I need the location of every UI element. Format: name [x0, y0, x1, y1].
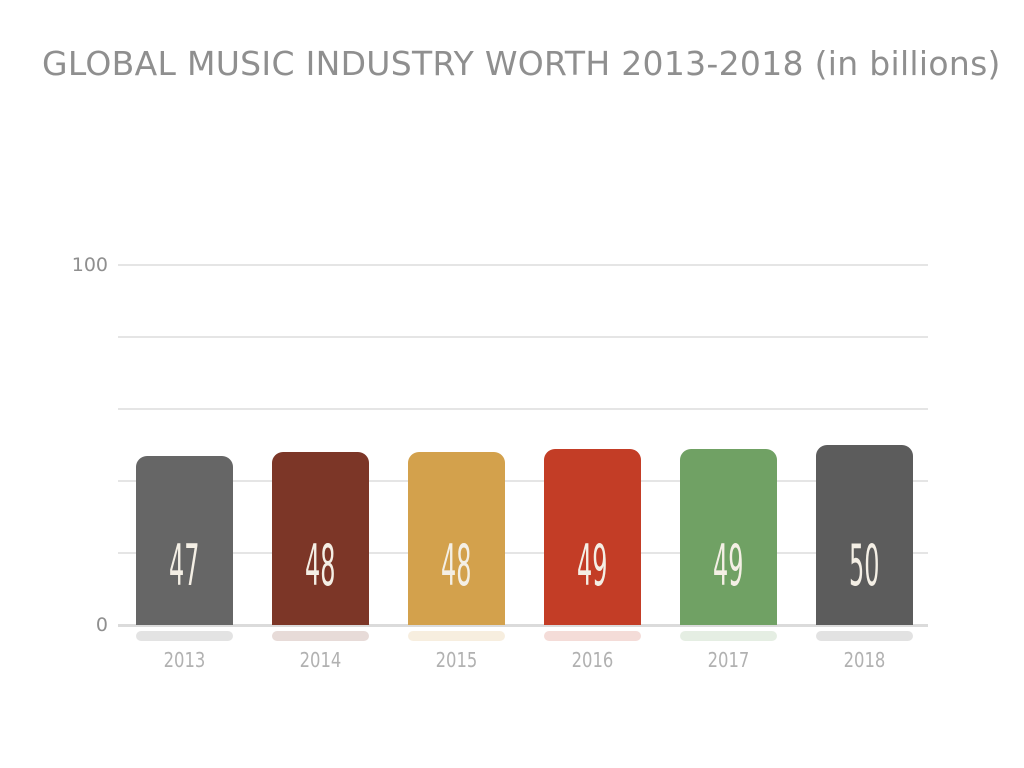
bar-reflection-2018 — [816, 631, 913, 641]
bar-2013[interactable] — [136, 455, 233, 625]
bar-reflection-2016 — [544, 631, 641, 641]
gridline-80 — [118, 336, 928, 338]
x-axis-label-2018: 2018 — [843, 648, 886, 672]
bar-reflection-2013 — [136, 631, 233, 641]
gridline-40 — [118, 480, 928, 482]
x-axis-label-2017: 2017 — [707, 648, 750, 672]
bar-2015[interactable] — [408, 452, 505, 625]
x-axis-label-2016: 2016 — [571, 648, 614, 672]
gridline-20 — [118, 552, 928, 554]
gridline-100 — [118, 264, 928, 266]
bar-reflection-2017 — [680, 631, 777, 641]
bar-2014[interactable] — [272, 452, 369, 625]
x-axis-label-2014: 2014 — [299, 648, 342, 672]
bar-2018[interactable] — [816, 445, 913, 625]
bar-value-label-2015: 48 — [441, 533, 472, 599]
plot-area: 100 0 47 2013 48 2014 48 2015 49 2016 49 2017 50 20… — [72, 254, 928, 671]
bar-value-label-2013: 47 — [169, 533, 200, 599]
x-axis-label-2013: 2013 — [163, 648, 206, 672]
y-axis-tick-100: 100 — [71, 254, 108, 276]
bar-value-label-2017: 49 — [713, 533, 744, 599]
chart-title: GLOBAL MUSIC INDUSTRY WORTH 2013-2018 (i… — [42, 44, 1001, 83]
bar-value-label-2016: 49 — [577, 533, 608, 599]
gridline-60 — [118, 408, 928, 410]
x-axis-baseline — [118, 624, 928, 627]
y-axis-tick-0: 0 — [95, 614, 108, 636]
bar-value-label-2014: 48 — [305, 533, 336, 599]
bar-value-label-2018: 50 — [849, 533, 880, 599]
x-axis-label-2015: 2015 — [435, 648, 478, 672]
bar-2016[interactable] — [544, 448, 641, 625]
bar-reflection-2015 — [408, 631, 505, 641]
bar-reflection-2014 — [272, 631, 369, 641]
bar-2017[interactable] — [680, 448, 777, 625]
